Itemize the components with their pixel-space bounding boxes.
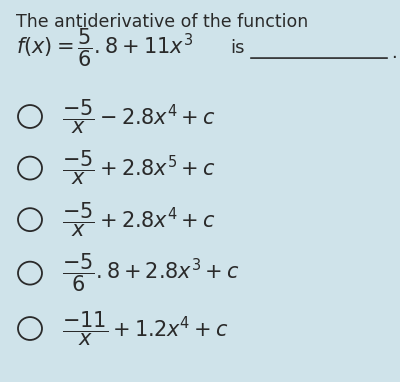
Text: $\dfrac{-11}{x} + 1.2x^4 + c$: $\dfrac{-11}{x} + 1.2x^4 + c$ (62, 309, 228, 348)
Text: $\dfrac{-5}{x} + 2.8x^5 + c$: $\dfrac{-5}{x} + 2.8x^5 + c$ (62, 149, 216, 187)
Text: $\dfrac{-5}{x} + 2.8x^4 + c$: $\dfrac{-5}{x} + 2.8x^4 + c$ (62, 201, 216, 239)
Text: $f(x) = \dfrac{5}{6}.8 + 11x^3$: $f(x) = \dfrac{5}{6}.8 + 11x^3$ (16, 26, 193, 69)
Text: $\dfrac{-5}{6}.8 + 2.8x^3 + c$: $\dfrac{-5}{6}.8 + 2.8x^3 + c$ (62, 252, 240, 295)
Text: .: . (391, 44, 396, 62)
Text: The antiderivative of the function: The antiderivative of the function (16, 13, 308, 31)
Text: is: is (230, 39, 244, 57)
Text: $\dfrac{-5}{x} - 2.8x^4 + c$: $\dfrac{-5}{x} - 2.8x^4 + c$ (62, 97, 216, 136)
